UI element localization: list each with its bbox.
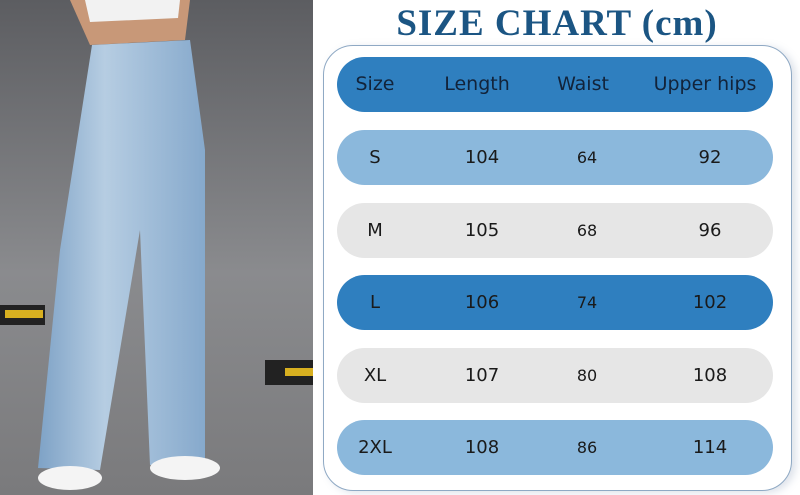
cell-size: S bbox=[369, 147, 381, 168]
table-row: S 104 64 92 bbox=[337, 130, 773, 185]
cell-size: M bbox=[367, 220, 383, 241]
header-size: Size bbox=[355, 73, 395, 95]
cell-length: 106 bbox=[464, 292, 500, 313]
cell-upper-hips: 96 bbox=[698, 220, 722, 241]
header-upper-hips: Upper hips bbox=[653, 73, 757, 95]
header-waist: Waist bbox=[557, 73, 609, 95]
product-photo-wide-leg-jeans bbox=[0, 0, 313, 495]
cell-upper-hips: 114 bbox=[692, 437, 728, 458]
header-row: Size Length Waist Upper hips bbox=[337, 57, 773, 112]
cell-size: L bbox=[369, 292, 381, 313]
cell-waist: 68 bbox=[576, 221, 598, 240]
cell-length: 104 bbox=[464, 147, 500, 168]
cell-upper-hips: 108 bbox=[692, 365, 728, 386]
size-chart-title: SIZE CHART (cm) bbox=[396, 3, 718, 44]
cell-length: 105 bbox=[464, 220, 500, 241]
table-row: L 106 74 102 bbox=[337, 275, 773, 330]
table-row: M 105 68 96 bbox=[337, 203, 773, 258]
table-row: 2XL 108 86 114 bbox=[337, 420, 773, 475]
cell-size: XL bbox=[363, 365, 387, 386]
cell-length: 108 bbox=[464, 437, 500, 458]
cell-waist: 74 bbox=[576, 293, 598, 312]
size-chart-panel bbox=[323, 45, 792, 491]
cell-waist: 80 bbox=[576, 366, 598, 385]
cell-upper-hips: 102 bbox=[692, 292, 728, 313]
cell-size: 2XL bbox=[358, 437, 392, 458]
cell-waist: 86 bbox=[576, 438, 598, 457]
header-length: Length bbox=[444, 73, 510, 95]
cell-upper-hips: 92 bbox=[698, 147, 722, 168]
table-row: XL 107 80 108 bbox=[337, 348, 773, 403]
cell-length: 107 bbox=[464, 365, 500, 386]
cell-waist: 64 bbox=[576, 148, 598, 167]
